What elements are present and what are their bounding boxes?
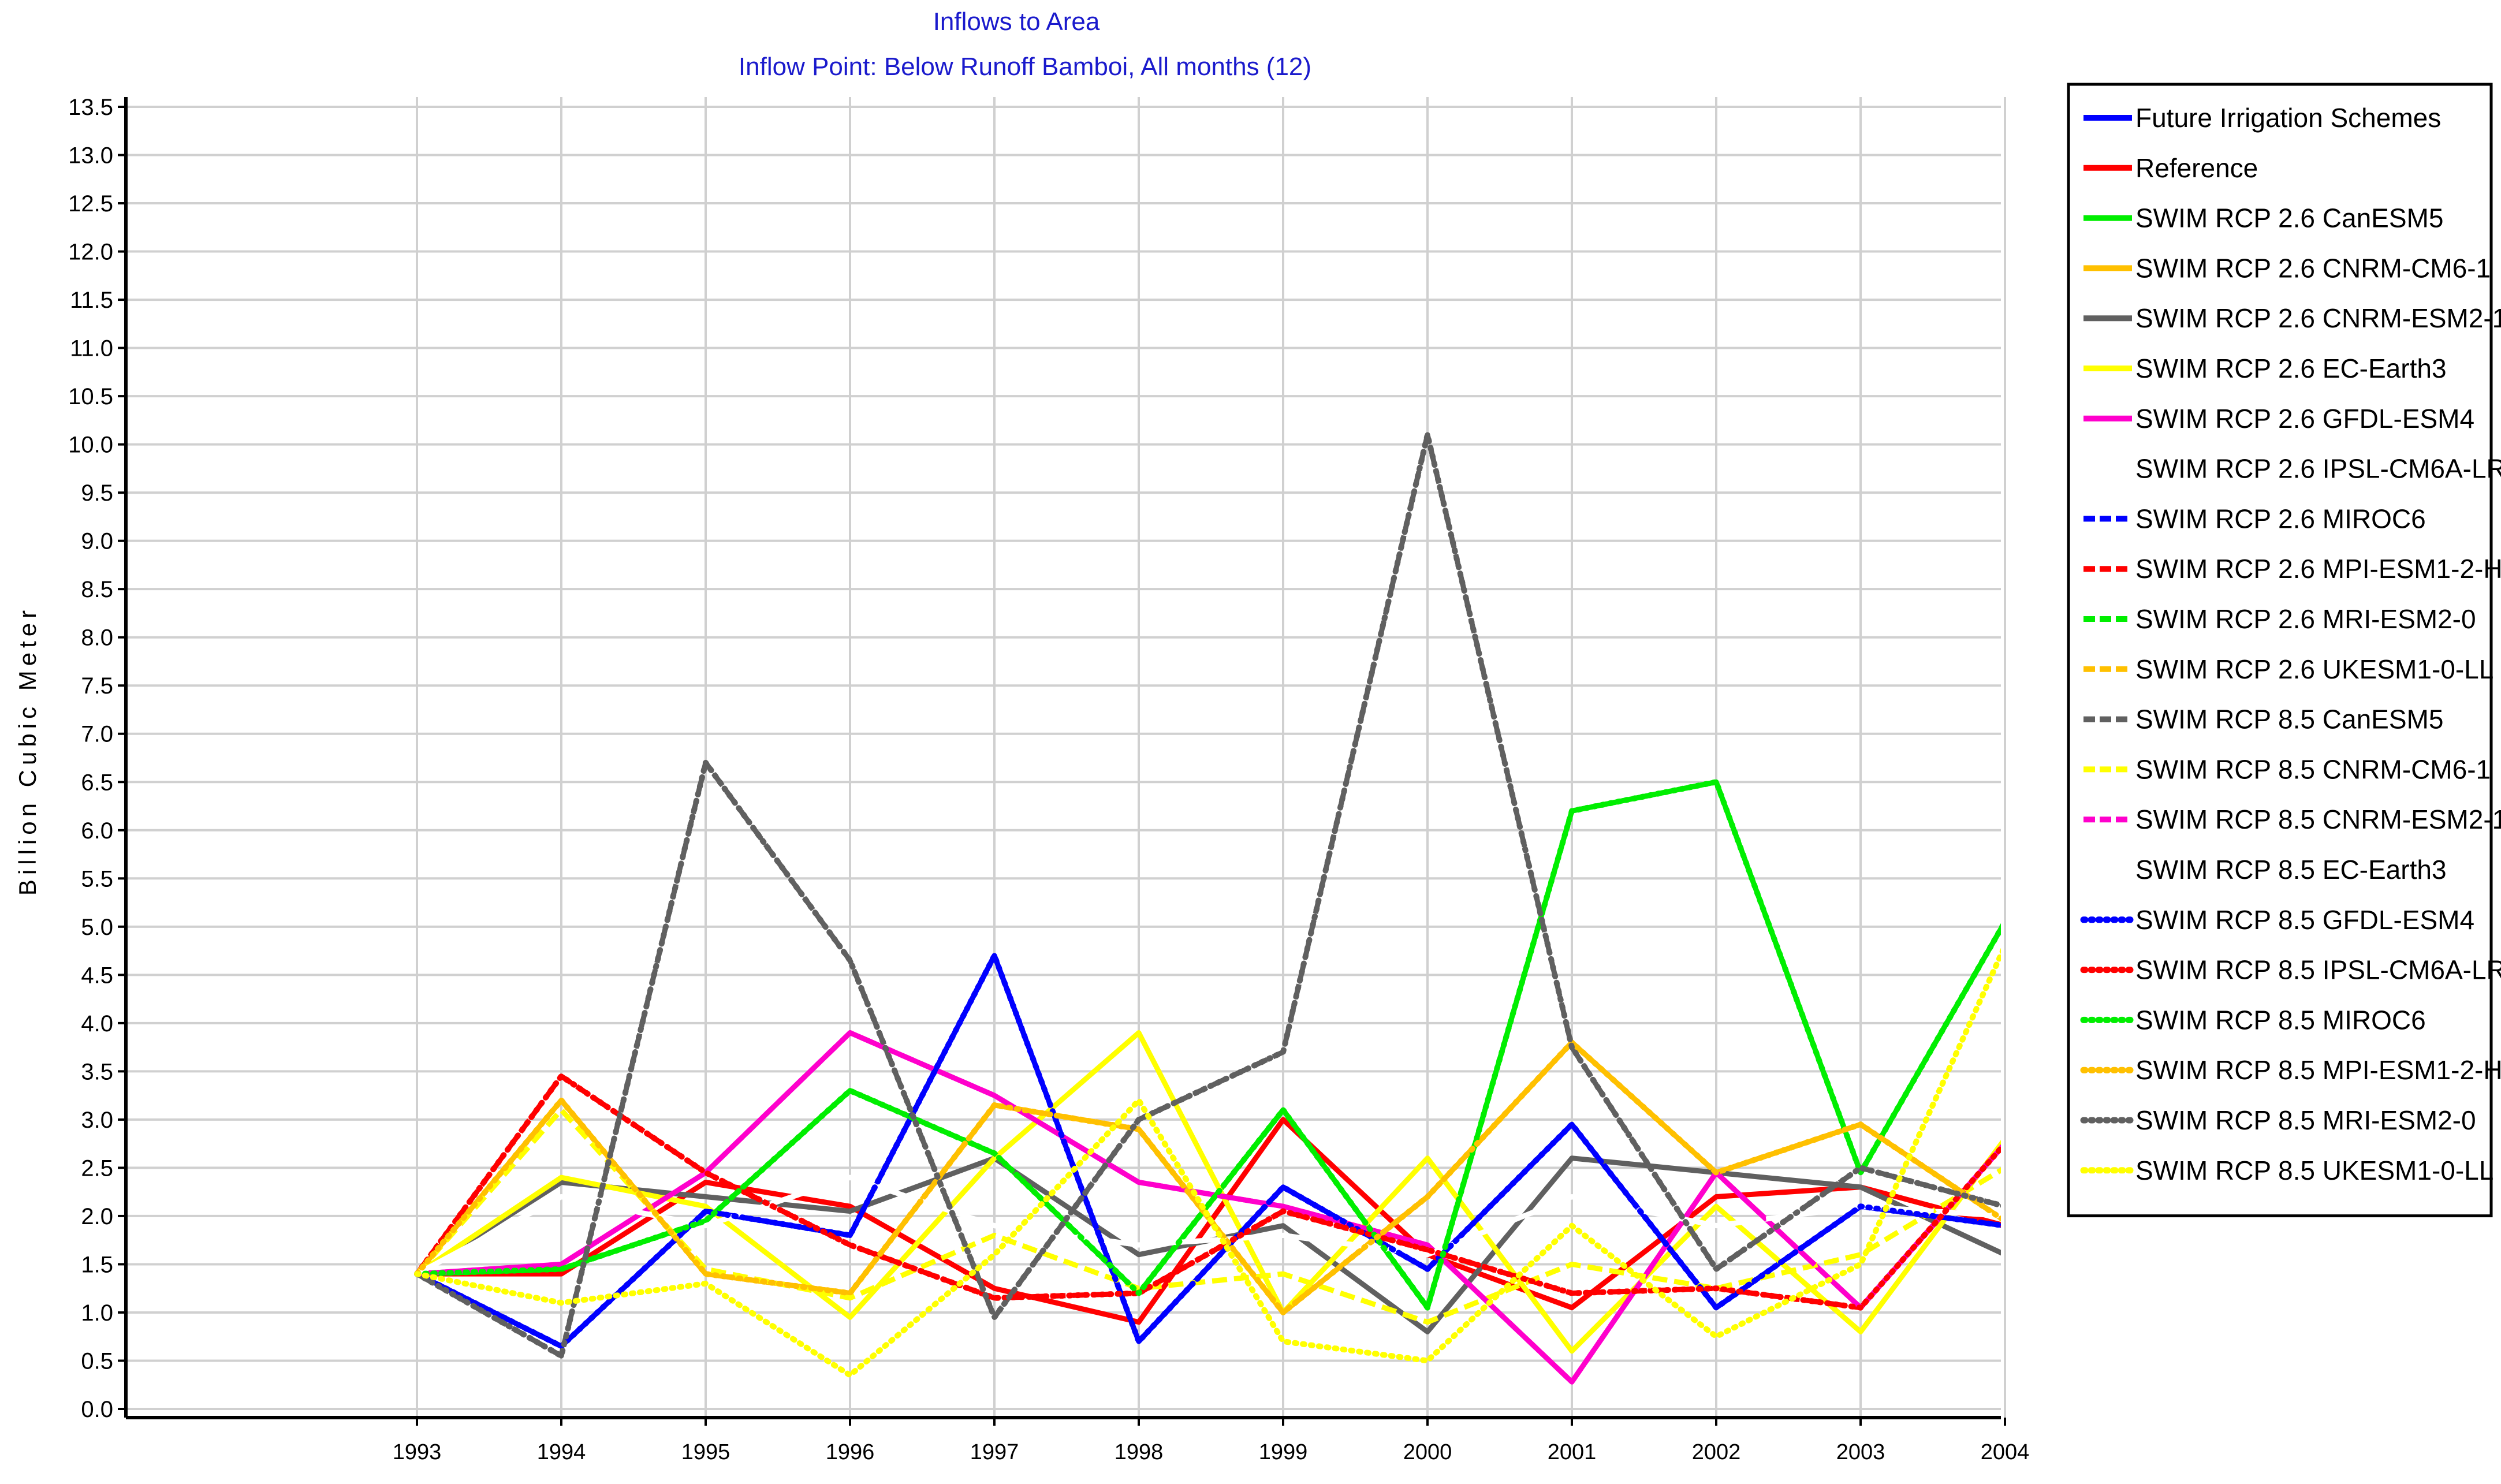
legend-label-swim-rcp-8-5-ec-earth3: SWIM RCP 8.5 EC-Earth3 xyxy=(2135,855,2447,885)
legend-label-swim-rcp-2-6-mpi-esm1-2-hr: SWIM RCP 2.6 MPI-ESM1-2-HR xyxy=(2135,554,2501,584)
legend-label-swim-rcp-2-6-cnrm-esm2-1: SWIM RCP 2.6 CNRM-ESM2-1 xyxy=(2135,303,2501,333)
legend-box xyxy=(2067,83,2493,1218)
y-tick-label: 1.0 xyxy=(81,1300,113,1326)
chart-subtitle: Inflow Point: Below Runoff Bamboi, All m… xyxy=(739,53,1311,81)
y-tick-label: 13.0 xyxy=(68,143,113,169)
series-line-swim-rcp-8-5-cnrm-cm6-1 xyxy=(415,1107,2001,1325)
legend-label-swim-rcp-8-5-mri-esm2-0: SWIM RCP 8.5 MRI-ESM2-0 xyxy=(2135,1105,2476,1135)
y-tick-label: 6.0 xyxy=(81,818,113,844)
x-tick-label: 1999 xyxy=(1259,1440,1308,1464)
series-line-swim-rcp-8-5-ipsl-cm6a-lr xyxy=(414,1073,2001,1311)
x-tick-label: 1998 xyxy=(1115,1440,1164,1464)
x-tick-label: 2004 xyxy=(1981,1440,2030,1464)
series-line-swim-rcp-8-5-gfdl-esm4 xyxy=(414,952,2001,1349)
y-tick-label: 0.0 xyxy=(81,1397,113,1422)
chart-title: Inflows to Area xyxy=(933,8,1100,36)
legend-label-swim-rcp-8-5-cnrm-cm6-1: SWIM RCP 8.5 CNRM-CM6-1 xyxy=(2135,754,2491,784)
legend-label-swim-rcp-2-6-ukesm1-0-ll: SWIM RCP 2.6 UKESM1-0-LL xyxy=(2135,654,2493,684)
legend-label-swim-rcp-2-6-canesm5: SWIM RCP 2.6 CanESM5 xyxy=(2135,203,2443,233)
series-line-swim-rcp-2-6-cnrm-esm2-1 xyxy=(415,1155,2001,1334)
plot-series xyxy=(414,431,2001,1385)
plot-area xyxy=(126,97,2001,1418)
legend-label-swim-rcp-2-6-miroc6: SWIM RCP 2.6 MIROC6 xyxy=(2135,504,2426,534)
legend-label-swim-rcp-8-5-ukesm1-0-ll: SWIM RCP 8.5 UKESM1-0-LL xyxy=(2135,1155,2493,1185)
y-tick-label: 12.5 xyxy=(68,191,113,217)
y-tick-label: 11.5 xyxy=(70,288,113,313)
x-tick-label: 2003 xyxy=(1836,1440,1885,1464)
y-tick-label: 7.0 xyxy=(81,722,113,747)
legend-label-swim-rcp-2-6-ipsl-cm6a-lr: SWIM RCP 2.6 IPSL-CM6A-LR xyxy=(2135,454,2501,484)
y-tick-label: 5.0 xyxy=(81,915,113,940)
y-tick-label: 2.0 xyxy=(81,1204,113,1229)
y-tick-label: 7.5 xyxy=(81,673,113,699)
x-tick-label: 1996 xyxy=(826,1440,875,1464)
y-tick-label: 4.5 xyxy=(81,963,113,988)
y-tick-label: 5.5 xyxy=(81,866,113,892)
grid xyxy=(126,97,2006,1418)
series-line-swim-rcp-8-5-mpi-esm1-2-hr xyxy=(414,1039,2001,1315)
series-line-swim-rcp-8-5-miroc6 xyxy=(414,779,2001,1311)
legend-label-swim-rcp-2-6-ec-earth3: SWIM RCP 2.6 EC-Earth3 xyxy=(2135,353,2447,383)
legend-label-swim-rcp-8-5-ipsl-cm6a-lr: SWIM RCP 8.5 IPSL-CM6A-LR xyxy=(2135,955,2501,985)
y-tick-label: 12.0 xyxy=(68,240,113,265)
legend-label-future-irrigation-schemes: Future Irrigation Schemes xyxy=(2135,103,2441,133)
x-tick-label: 2001 xyxy=(1548,1440,1597,1464)
legend-label-swim-rcp-8-5-cnrm-esm2-1: SWIM RCP 8.5 CNRM-ESM2-1 xyxy=(2135,804,2501,834)
legend-label-swim-rcp-8-5-canesm5: SWIM RCP 8.5 CanESM5 xyxy=(2135,704,2443,734)
legend-label-reference: Reference xyxy=(2135,153,2258,183)
y-tick-label: 9.0 xyxy=(81,529,113,554)
series-line-swim-rcp-8-5-mri-esm2-0 xyxy=(414,431,2001,1359)
legend-label-swim-rcp-8-5-mpi-esm1-2-hr: SWIM RCP 8.5 MPI-ESM1-2-HR xyxy=(2135,1055,2501,1085)
y-tick-label: 0.5 xyxy=(81,1348,113,1374)
legend-label-swim-rcp-8-5-gfdl-esm4: SWIM RCP 8.5 GFDL-ESM4 xyxy=(2135,905,2474,935)
axes: 0.0 0.5 1.0 1.5 2.0 2.5 3.0 3.5 4.0 4.5 5.0 5.5 6.0 6… xyxy=(68,95,2029,1464)
y-tick-label: 4.0 xyxy=(81,1011,113,1036)
y-tick-label: 1.5 xyxy=(81,1252,113,1277)
series-line-swim-rcp-8-5-ukesm1-0-ll xyxy=(414,948,2001,1378)
y-tick-label: 2.5 xyxy=(81,1155,113,1181)
y-tick-label: 10.5 xyxy=(68,384,113,409)
legend-label-swim-rcp-2-6-gfdl-esm4: SWIM RCP 2.6 GFDL-ESM4 xyxy=(2135,404,2474,434)
x-tick-label: 1997 xyxy=(970,1440,1019,1464)
y-tick-label: 8.0 xyxy=(81,625,113,651)
y-tick-label: 8.5 xyxy=(81,577,113,602)
y-tick-label: 3.5 xyxy=(81,1059,113,1084)
y-tick-label: 3.0 xyxy=(81,1108,113,1133)
y-tick-label: 11.0 xyxy=(70,336,113,361)
legend: Future Irrigation Schemes Reference SWIM R… xyxy=(2067,83,2501,1218)
y-tick-label: 9.5 xyxy=(81,480,113,506)
x-tick-label: 1994 xyxy=(537,1440,586,1464)
y-tick-label: 13.5 xyxy=(68,95,113,120)
legend-label-swim-rcp-2-6-mri-esm2-0: SWIM RCP 2.6 MRI-ESM2-0 xyxy=(2135,604,2476,634)
series-group xyxy=(414,431,2001,1385)
x-tick-label: 2000 xyxy=(1403,1440,1452,1464)
x-tick-label: 2002 xyxy=(1692,1440,1741,1464)
legend-label-swim-rcp-8-5-miroc6: SWIM RCP 8.5 MIROC6 xyxy=(2135,1005,2426,1035)
legend-label-swim-rcp-2-6-cnrm-cm6-1: SWIM RCP 2.6 CNRM-CM6-1 xyxy=(2135,253,2491,283)
y-tick-label: 10.0 xyxy=(68,432,113,458)
x-tick-label: 1995 xyxy=(681,1440,730,1464)
x-tick-label: 1993 xyxy=(393,1440,442,1464)
y-tick-label: 6.5 xyxy=(81,770,113,795)
y-axis-label: Billion Cubic Meter xyxy=(14,606,41,896)
